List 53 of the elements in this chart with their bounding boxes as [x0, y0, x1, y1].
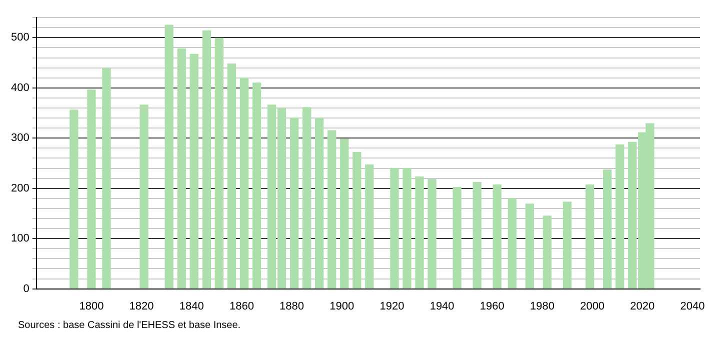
- bar: [164, 24, 174, 289]
- y-tick-label: 500: [10, 32, 30, 44]
- bar: [542, 216, 552, 289]
- bar: [428, 178, 436, 289]
- y-tick-label: 200: [10, 182, 30, 194]
- x-tick-label: 1900: [330, 300, 354, 312]
- bar: [562, 202, 572, 289]
- bar: [202, 30, 211, 289]
- bar: [328, 130, 336, 289]
- y-tick-label: 400: [10, 82, 30, 94]
- bar: [452, 187, 462, 289]
- bar: [390, 168, 399, 289]
- bar: [252, 82, 262, 289]
- bar: [472, 182, 482, 289]
- source-note: Sources : base Cassini de l'EHESS et base Insee.: [18, 320, 242, 331]
- bar: [415, 176, 424, 289]
- x-tick-label: 1800: [79, 300, 104, 312]
- x-tick-label: 2020: [630, 300, 655, 312]
- bar: [603, 169, 612, 289]
- x-tick-label: 1940: [430, 300, 454, 312]
- x-tick-label: 1840: [179, 300, 204, 312]
- bar: [616, 144, 624, 289]
- bar: [290, 118, 299, 289]
- bar: [70, 110, 78, 289]
- x-tick-label: 2040: [680, 300, 705, 312]
- y-tick-label: 100: [10, 232, 30, 245]
- bar: [240, 78, 249, 289]
- bar: [315, 118, 324, 289]
- bar: [87, 90, 96, 289]
- bar: [177, 48, 186, 289]
- bar: [190, 54, 198, 289]
- x-tick-label: 1880: [280, 300, 304, 312]
- bar: [402, 168, 412, 289]
- bar: [585, 184, 594, 289]
- bar: [302, 107, 312, 289]
- y-tick-label: 300: [10, 132, 30, 144]
- x-tick-label: 1820: [129, 300, 154, 312]
- x-tick-label: 2000: [580, 300, 605, 312]
- bar: [508, 198, 517, 289]
- y-tick-label: 0: [23, 282, 30, 295]
- bar: [365, 164, 374, 289]
- bar: [340, 138, 349, 289]
- bar: [492, 184, 502, 289]
- bar: [102, 67, 111, 289]
- x-tick-label: 1980: [530, 300, 554, 312]
- x-tick-label: 1920: [380, 300, 404, 312]
- x-tick-label: 1960: [480, 300, 504, 312]
- bar: [227, 63, 236, 289]
- bar: [140, 104, 148, 289]
- bar: [525, 204, 534, 289]
- bar: [352, 152, 362, 289]
- bar: [214, 38, 224, 289]
- x-tick-label: 1860: [229, 300, 254, 312]
